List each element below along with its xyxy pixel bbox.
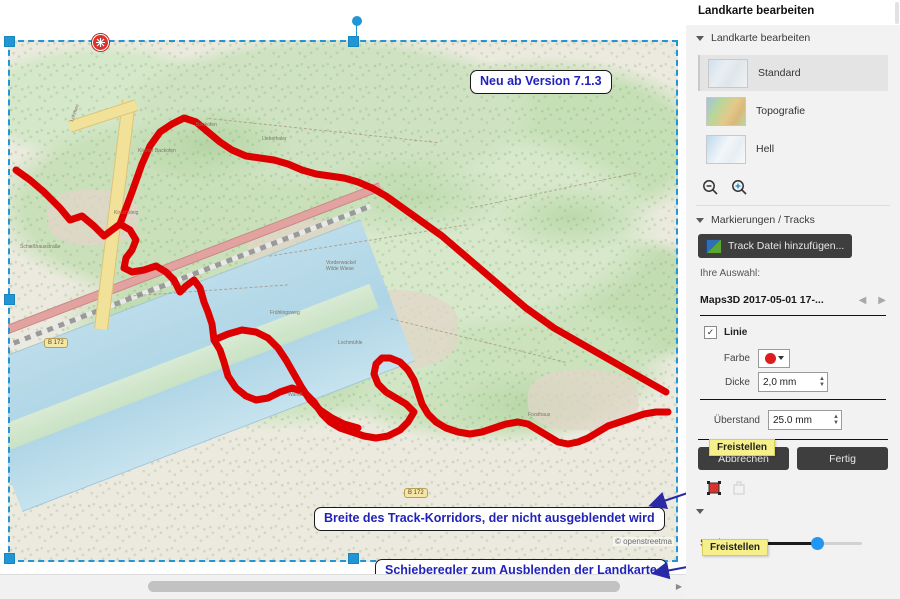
selection-label: Ihre Auswahl:: [700, 268, 761, 279]
map-place-label: Wilde Wiese: [326, 266, 354, 272]
close-x-icon: [96, 38, 105, 47]
stepper-arrows-icon[interactable]: ▲ ▼: [833, 413, 839, 426]
zoom-out-icon[interactable]: [702, 179, 719, 196]
color-field-label: Farbe: [723, 352, 750, 364]
road-shield-b172-bottom: B 172: [404, 488, 428, 498]
map-place-label: Forsthaus: [528, 412, 551, 418]
selection-handle-top-left[interactable]: [4, 36, 15, 47]
map-style-label: Topografie: [756, 105, 806, 117]
tool-icon-row: [686, 476, 900, 500]
map-image[interactable]: B 172 B 172 Lohmen Backofen Kleiner Back…: [8, 40, 678, 562]
map-pane[interactable]: B 172 B 172 Lohmen Backofen Kleiner Back…: [0, 0, 686, 599]
map-place-label: Frühlingsweg: [270, 310, 300, 316]
edit-map-sidebar[interactable]: Landkarte bearbeiten Landkarte bearbeite…: [686, 0, 900, 599]
actions-divider: [698, 439, 888, 440]
section-header-landkarte[interactable]: Landkarte bearbeiten: [686, 25, 900, 51]
map-place-label: Schießhausstraße: [20, 244, 61, 250]
selected-track-name: Maps3D 2017-05-01 17-...: [700, 294, 824, 306]
gps-track: [12, 114, 672, 448]
checkmark-icon: ✓: [706, 326, 715, 337]
map-style-label: Hell: [756, 143, 775, 155]
selected-track-row[interactable]: Maps3D 2017-05-01 17-... ◀ ▶: [700, 287, 886, 313]
slider-fill: [739, 541, 817, 545]
chevron-down-icon: [777, 356, 784, 360]
track-divider: [700, 315, 886, 316]
map-place-label: Lochmühle: [338, 340, 363, 346]
map-place-label: Wandt: [288, 392, 303, 398]
section-header-collapsed[interactable]: [686, 500, 900, 522]
thickness-stepper[interactable]: 2,0 mm ▲ ▼: [758, 372, 828, 392]
add-track-file-label: Track Datei hinzufügen...: [728, 240, 845, 252]
map-place-label: Kleiner Backofen: [138, 148, 176, 154]
map-style-thumbnail-icon: [706, 96, 746, 126]
line-checkbox-row[interactable]: ✓ Linie: [704, 322, 900, 342]
vertical-scrollbar[interactable]: [895, 2, 899, 24]
done-button[interactable]: Fertig: [797, 447, 888, 470]
selection-handle-bottom-left[interactable]: [4, 553, 15, 564]
thickness-value: 2,0 mm: [763, 376, 797, 388]
color-picker-button[interactable]: [758, 348, 790, 368]
crop-freistellen-icon[interactable]: [706, 480, 722, 496]
overhang-stepper[interactable]: 25.0 mm ▲ ▼: [768, 410, 842, 430]
selection-handle-middle-left[interactable]: [4, 294, 15, 305]
scrollbar-track[interactable]: [0, 575, 672, 599]
prev-track-arrow-icon[interactable]: ◀: [858, 294, 867, 306]
selection-handle-top-center[interactable]: [348, 36, 359, 47]
tooltip-freistellen-tool: Freistellen: [702, 539, 769, 556]
delete-handle-icon[interactable]: [92, 34, 109, 51]
map-opacity-slider[interactable]: [739, 536, 862, 550]
overhang-field-label: Überstand: [713, 414, 760, 426]
line-divider: [700, 399, 886, 400]
chevron-down-icon: [696, 35, 704, 41]
version-badge: Neu ab Version 7.1.3: [470, 70, 612, 94]
section-divider: [696, 205, 890, 206]
map-style-thumbnail-icon: [708, 58, 748, 88]
map-style-topografie[interactable]: Topografie: [698, 93, 888, 129]
color-field-row[interactable]: Farbe: [704, 346, 900, 370]
map-style-thumbnail-icon: [706, 134, 746, 164]
sidebar-body: Landkarte bearbeiten Standard Topografie…: [686, 25, 900, 599]
color-swatch-icon: [764, 352, 776, 364]
overhang-field-row[interactable]: Überstand 25.0 mm ▲ ▼: [704, 408, 900, 432]
file-import-icon: [706, 238, 722, 254]
callout-map-fade-slider: Schieberegler zum Ausblenden der Landkar…: [375, 559, 667, 575]
road-shield-b172-left: B 172: [44, 338, 68, 348]
page-title: Landkarte bearbeiten: [698, 5, 815, 17]
rotate-handle-stem: [356, 22, 357, 40]
map-place-label: Kirschsteig: [114, 210, 139, 216]
stamp-icon: [733, 481, 745, 495]
overhang-value: 25.0 mm: [773, 414, 812, 426]
scroll-right-arrow-icon[interactable]: ▶: [675, 582, 683, 591]
map-place-label: Liebethaler: [262, 136, 287, 142]
map-zoom-controls[interactable]: [686, 173, 900, 201]
thickness-field-label: Dicke: [724, 376, 750, 388]
line-checkbox[interactable]: ✓: [704, 325, 717, 339]
chevron-down-icon: [696, 508, 704, 514]
map-style-hell[interactable]: Hell: [698, 131, 888, 167]
section-label: Markierungen / Tracks: [711, 214, 815, 226]
map-place-label: Vorderwackel: [326, 260, 357, 266]
sidebar-header: Landkarte bearbeiten: [686, 0, 900, 25]
callout-track-corridor-width: Breite des Track-Korridors, der nicht au…: [314, 507, 665, 531]
thickness-field-row[interactable]: Dicke 2,0 mm ▲ ▼: [704, 370, 900, 394]
line-checkbox-label: Linie: [724, 326, 748, 338]
chevron-down-icon: [696, 217, 704, 223]
rotate-handle[interactable]: [352, 16, 362, 26]
section-header-markierungen[interactable]: Markierungen / Tracks: [686, 206, 900, 234]
map-place-label: Backofen: [196, 122, 217, 128]
section-label: Landkarte bearbeiten: [711, 32, 811, 44]
map-attribution: © openstreetma: [612, 537, 674, 546]
selection-handle-bottom-center[interactable]: [348, 553, 359, 564]
scrollbar-thumb[interactable]: [148, 581, 620, 592]
zoom-in-icon[interactable]: [731, 179, 748, 196]
map-style-standard[interactable]: Standard: [698, 55, 888, 91]
map-horizontal-scrollbar[interactable]: ▶: [0, 574, 686, 599]
next-track-arrow-icon[interactable]: ▶: [878, 294, 886, 306]
slider-thumb[interactable]: [810, 536, 824, 550]
add-track-file-button[interactable]: Track Datei hinzufügen...: [698, 234, 853, 258]
map-canvas[interactable]: B 172 B 172 Lohmen Backofen Kleiner Back…: [0, 0, 686, 575]
map-style-label: Standard: [758, 67, 801, 79]
stepper-arrows-icon[interactable]: ▲ ▼: [819, 375, 825, 388]
tooltip-freistellen-overhang: Freistellen: [709, 439, 776, 456]
